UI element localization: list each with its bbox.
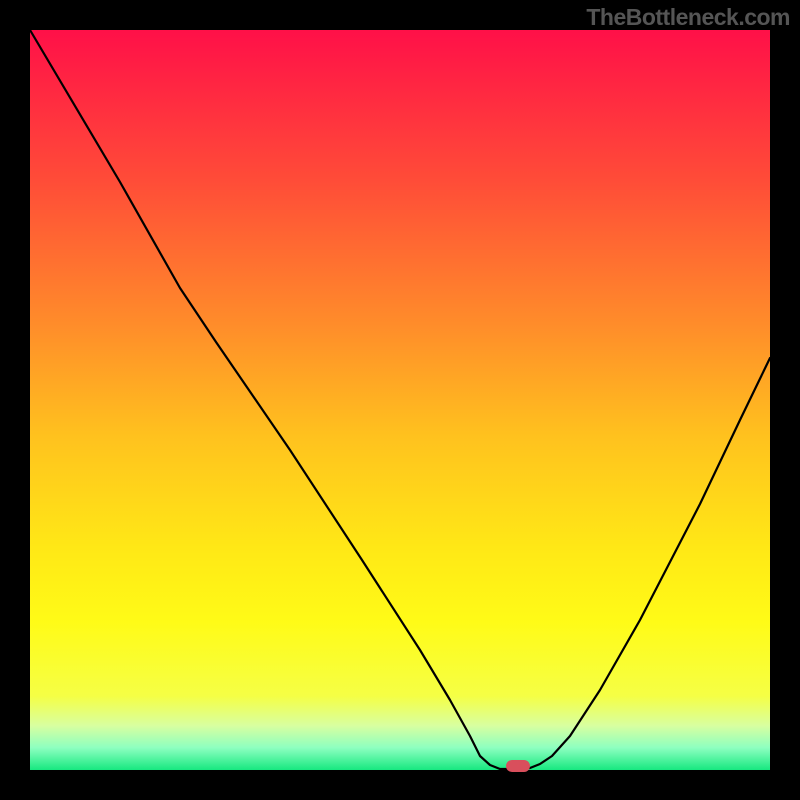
optimal-point-marker <box>506 760 530 772</box>
bottleneck-curve <box>0 0 800 800</box>
